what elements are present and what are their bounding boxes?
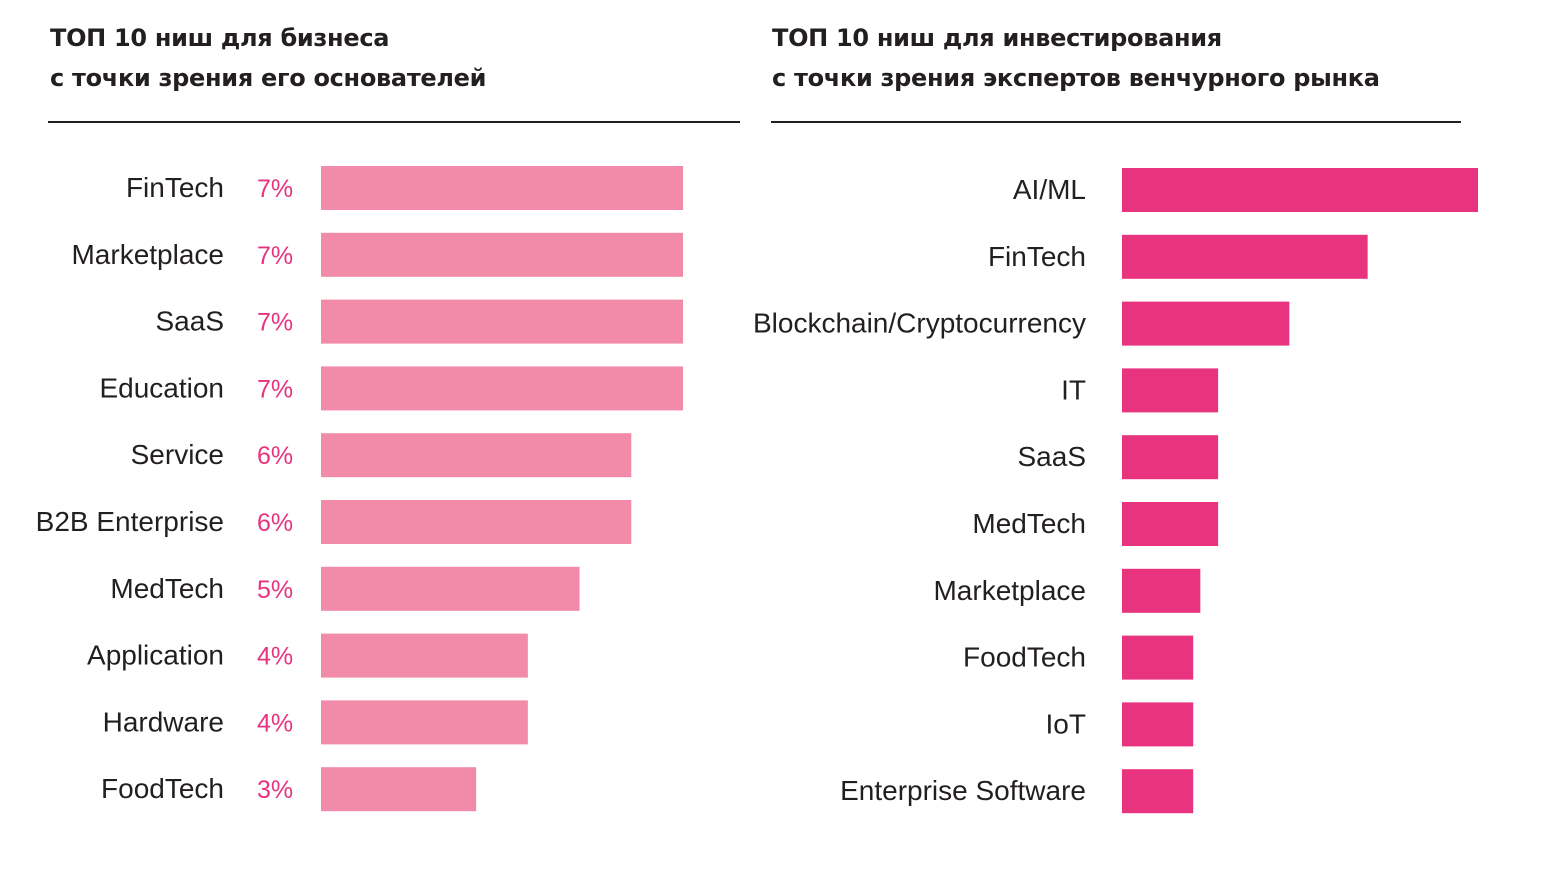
founders-value-label-10: 3% [257, 776, 293, 804]
investors-bar-3 [1122, 301, 1290, 346]
investors-category-label-10: Enterprise Software [840, 775, 1086, 806]
founders-category-label-4: Education [99, 372, 224, 403]
investors-chart-panel: ТОП 10 ниш для инвестирования с точки зр… [740, 0, 1554, 877]
investors-bar-9 [1122, 702, 1194, 747]
investors-chart-title-line2: с точки зрения экспертов венчурного рынк… [772, 64, 1380, 92]
investors-category-label-5: SaaS [1018, 441, 1087, 472]
founders-bar-9 [321, 700, 528, 745]
founders-value-label-7: 5% [257, 576, 293, 604]
founders-value-label-6: 6% [257, 509, 293, 537]
founders-category-label-10: FoodTech [101, 773, 224, 804]
founders-bar-2 [321, 232, 683, 277]
founders-bar-3 [321, 299, 683, 344]
investors-bar-6 [1122, 502, 1219, 546]
founders-chart-title: ТОП 10 ниш для бизнеса с точки зрения ег… [50, 18, 486, 98]
investors-category-label-2: FinTech [988, 241, 1086, 272]
founders-chart-title-line1: ТОП 10 ниш для бизнеса [50, 24, 390, 52]
founders-value-label-8: 4% [257, 643, 293, 671]
investors-bar-8 [1122, 635, 1194, 680]
investors-category-label-7: Marketplace [933, 575, 1086, 606]
investors-chart-divider [771, 121, 1461, 123]
founders-category-label-6: B2B Enterprise [36, 506, 224, 537]
investors-bar-7 [1122, 568, 1201, 613]
investors-chart-title-line1: ТОП 10 ниш для инвестирования [772, 24, 1222, 52]
founders-bar-1 [321, 166, 683, 210]
founders-category-label-9: Hardware [103, 706, 224, 737]
investors-bar-chart: AI/ML FinTech Blockchain/Cryptocurrency IT S… [753, 168, 1478, 814]
founders-category-label-7: MedTech [110, 573, 224, 604]
founders-bar-5 [321, 433, 632, 478]
founders-value-label-5: 6% [257, 442, 293, 470]
founders-bar-4 [321, 366, 683, 411]
founders-chart-title-line2: с точки зрения его основателей [50, 64, 487, 92]
founders-category-label-3: SaaS [156, 306, 225, 337]
founders-category-label-5: Service [131, 439, 224, 470]
investors-chart-title: ТОП 10 ниш для инвестирования с точки зр… [772, 18, 1380, 98]
investors-bar-1 [1122, 168, 1478, 212]
investors-category-label-3: Blockchain/Cryptocurrency [753, 308, 1086, 339]
founders-value-label-3: 7% [257, 309, 293, 337]
investors-bar-10 [1122, 769, 1194, 814]
founders-chart-panel: ТОП 10 ниш для бизнеса с точки зрения ег… [0, 0, 760, 877]
founders-bar-6 [321, 500, 632, 544]
founders-chart-divider [48, 121, 740, 123]
investors-category-label-9: IoT [1046, 708, 1086, 739]
investors-category-label-6: MedTech [972, 508, 1086, 539]
investors-bar-2 [1122, 234, 1368, 279]
founders-value-label-1: 7% [257, 175, 293, 203]
founders-bar-10 [321, 767, 477, 812]
investors-category-label-4: IT [1061, 374, 1086, 405]
founders-bar-8 [321, 633, 528, 678]
investors-category-label-1: AI/ML [1013, 174, 1086, 205]
founders-value-label-9: 4% [257, 709, 293, 737]
investors-category-label-8: FoodTech [963, 642, 1086, 673]
founders-value-label-2: 7% [257, 242, 293, 270]
founders-bar-chart: FinTech 7% Marketplace 7% SaaS 7% Education 7% S… [36, 166, 683, 812]
founders-bar-7 [321, 566, 580, 611]
founders-category-label-1: FinTech [126, 172, 224, 203]
founders-category-label-2: Marketplace [71, 239, 224, 270]
investors-bar-4 [1122, 368, 1219, 413]
founders-value-label-4: 7% [257, 375, 293, 403]
founders-category-label-8: Application [87, 640, 224, 671]
investors-bar-5 [1122, 435, 1219, 480]
